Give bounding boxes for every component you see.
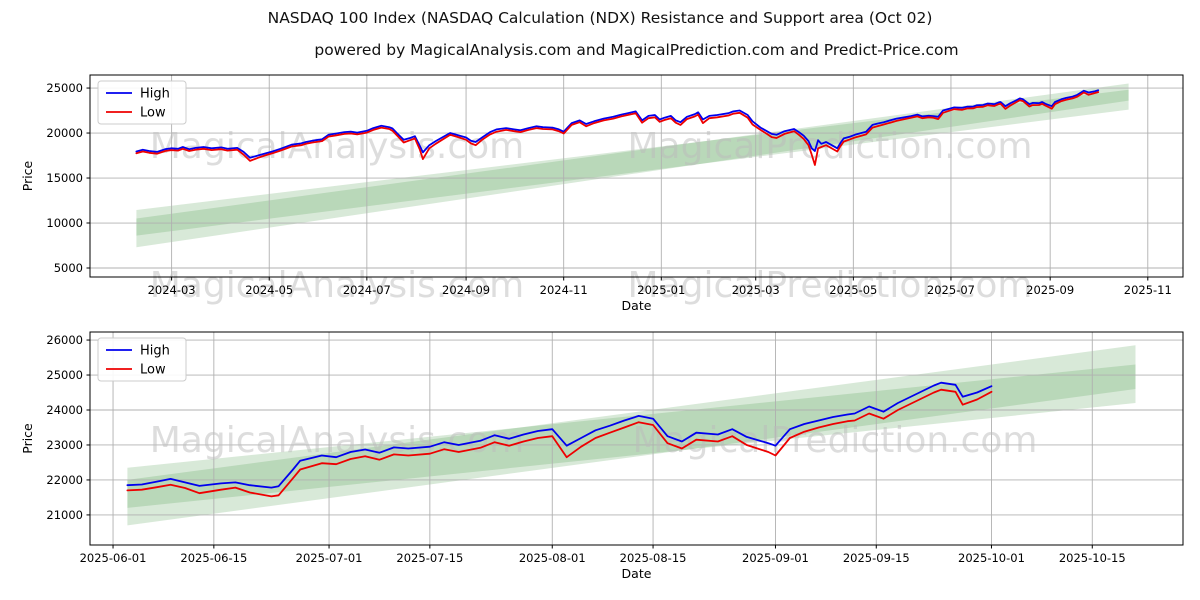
main-chart-frame <box>89 74 1184 278</box>
legend-label: Low <box>140 106 166 121</box>
y-tick-label: 25000 <box>46 81 83 95</box>
x-tick-label: 2025-08-01 <box>519 551 586 565</box>
y-axis-label: Price <box>20 160 35 191</box>
y-tick-label: 20000 <box>46 126 83 140</box>
detail-chart-frame <box>89 331 1184 546</box>
legend-label: Low <box>140 363 166 378</box>
x-tick-label: 2025-09-15 <box>843 551 910 565</box>
figure-subtitle: powered by MagicalAnalysis.com and Magic… <box>314 41 959 59</box>
x-tick-label: 2024-03 <box>148 283 196 297</box>
y-tick-label: 24000 <box>46 403 83 417</box>
x-tick-label: 2025-07 <box>927 283 975 297</box>
y-tick-label: 21000 <box>46 508 83 522</box>
detail-chart-high-line <box>126 381 993 489</box>
main-chart: MagicalAnalysis.com MagicalPrediction.com… <box>20 74 1184 313</box>
y-tick-label: 26000 <box>46 333 83 347</box>
y-tick-label: 23000 <box>46 438 83 452</box>
main-chart-high-line <box>135 89 1100 159</box>
main-chart-axes: 2024-03 2024-05 2024-07 2024-09 2024-11 2025-… <box>20 81 1172 313</box>
detail-chart-low-line <box>126 388 993 498</box>
x-tick-label: 2025-01 <box>637 283 685 297</box>
x-tick-label: 2025-07-15 <box>396 551 463 565</box>
x-tick-label: 2025-06-01 <box>80 551 147 565</box>
x-tick-label: 2024-07 <box>343 283 391 297</box>
watermark: MagicalPrediction.com <box>628 265 1033 306</box>
legend-label: High <box>140 87 170 102</box>
legend-box <box>97 337 187 382</box>
y-tick-label: 25000 <box>46 368 83 382</box>
y-axis-label: Price <box>20 423 35 454</box>
legend-box <box>97 80 187 125</box>
x-tick-label: 2025-07-01 <box>296 551 363 565</box>
x-axis-label: Date <box>622 298 652 313</box>
x-tick-label: 2025-09-01 <box>742 551 809 565</box>
main-chart-legend: High Low <box>97 80 187 125</box>
x-tick-label: 2024-09 <box>442 283 490 297</box>
x-axis-label: Date <box>622 566 652 581</box>
y-tick-label: 5000 <box>54 261 83 275</box>
y-tick-label: 10000 <box>46 216 83 230</box>
x-tick-label: 2025-06-15 <box>180 551 247 565</box>
x-tick-label: 2025-11 <box>1124 283 1172 297</box>
x-tick-label: 2025-10-15 <box>1059 551 1126 565</box>
detail-chart-axes: 2025-06-01 2025-06-15 2025-07-01 2025-07-15… <box>20 333 1126 581</box>
y-tick-label: 22000 <box>46 473 83 487</box>
detail-chart-grid <box>90 332 1183 545</box>
x-tick-label: 2025-05 <box>829 283 877 297</box>
support-resistance-band <box>127 364 1136 508</box>
figure-title: NASDAQ 100 Index (NASDAQ Calculation (ND… <box>267 9 933 27</box>
y-tick-label: 15000 <box>46 171 83 185</box>
detail-chart-legend: High Low <box>97 337 187 382</box>
x-tick-label: 2025-03 <box>732 283 780 297</box>
detail-chart: MagicalAnalysis.com MagicalPrediction.com… <box>20 331 1184 581</box>
watermark: MagicalAnalysis.com <box>150 420 524 461</box>
x-tick-label: 2024-11 <box>540 283 588 297</box>
x-tick-label: 2025-08-15 <box>620 551 687 565</box>
x-tick-label: 2025-09 <box>1026 283 1074 297</box>
legend-label: High <box>140 344 170 359</box>
main-chart-low-line <box>135 91 1100 166</box>
x-tick-label: 2025-10-01 <box>958 551 1025 565</box>
watermark: MagicalPrediction.com <box>633 420 1038 461</box>
support-resistance-band <box>136 83 1129 248</box>
watermark: MagicalAnalysis.com <box>150 265 524 306</box>
x-tick-label: 2024-05 <box>245 283 293 297</box>
